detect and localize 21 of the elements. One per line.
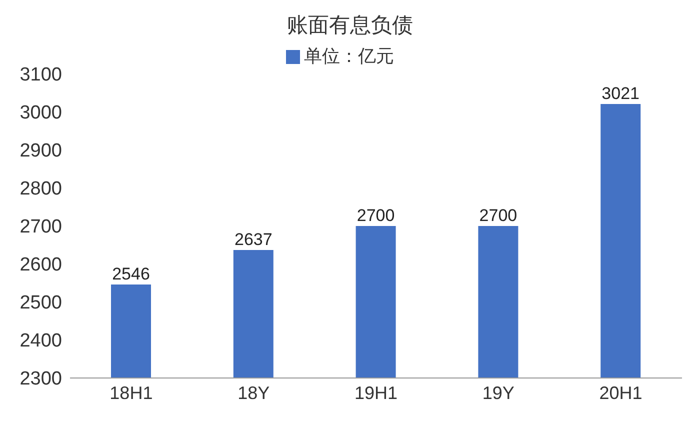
data-label: 2700 (479, 206, 518, 225)
x-tick-label: 18Y (238, 382, 270, 403)
data-label: 2700 (356, 206, 395, 225)
data-label: 2637 (234, 230, 272, 249)
y-tick-label: 2500 (20, 292, 62, 314)
y-tick-label: 2800 (20, 178, 62, 200)
legend-label: 单位：亿元 (304, 46, 394, 66)
y-tick-label: 2700 (20, 216, 62, 238)
y-tick-label: 2900 (20, 140, 62, 162)
data-label: 3021 (602, 84, 640, 104)
y-tick-label: 3000 (20, 102, 62, 124)
y-tick-label: 3100 (20, 64, 62, 86)
chart-title: 账面有息负债 (286, 13, 414, 39)
x-tick-label: 19H1 (354, 382, 398, 403)
x-tick-label: 19Y (482, 382, 514, 403)
x-tick-label: 18H1 (110, 382, 153, 403)
y-tick-label: 2600 (20, 254, 62, 276)
data-label: 2546 (112, 264, 150, 284)
x-tick-label: 20H1 (599, 382, 642, 403)
y-tick-label: 2300 (20, 368, 62, 390)
y-tick-label: 2400 (20, 330, 62, 352)
